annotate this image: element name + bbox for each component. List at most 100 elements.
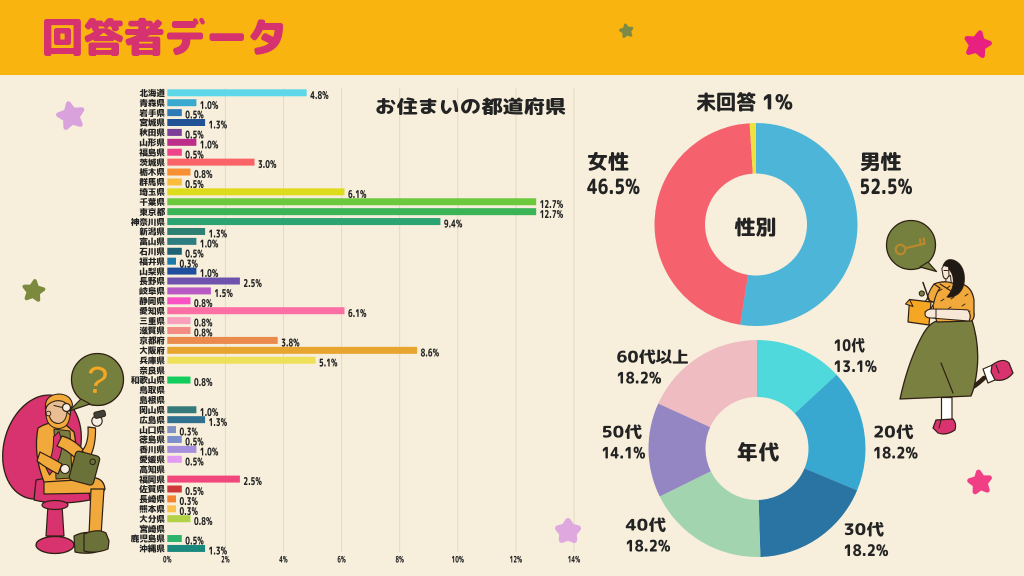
svg-text:1.3%: 1.3% bbox=[209, 118, 228, 133]
svg-text:群馬県: 群馬県 bbox=[138, 176, 165, 188]
svg-text:0.3%: 0.3% bbox=[180, 494, 199, 509]
svg-text:宮城県: 宮城県 bbox=[139, 117, 165, 129]
svg-text:0.5%: 0.5% bbox=[185, 108, 204, 123]
svg-text:10%: 10% bbox=[452, 553, 465, 566]
svg-text:18.2%: 18.2% bbox=[617, 368, 662, 390]
svg-text:1.3%: 1.3% bbox=[209, 415, 228, 430]
svg-text:広島県: 広島県 bbox=[139, 414, 165, 426]
svg-text:1.3%: 1.3% bbox=[209, 227, 228, 242]
svg-text:0.5%: 0.5% bbox=[185, 246, 204, 261]
svg-text:0.5%: 0.5% bbox=[185, 147, 204, 162]
svg-text:18.2%: 18.2% bbox=[873, 443, 918, 465]
svg-text:2.5%: 2.5% bbox=[243, 474, 262, 489]
svg-text:福岡県: 福岡県 bbox=[139, 473, 165, 485]
svg-text:長崎県: 長崎県 bbox=[139, 493, 165, 505]
svg-text:12%: 12% bbox=[510, 553, 523, 566]
svg-text:性別: 性別 bbox=[735, 212, 777, 242]
svg-text:1.0%: 1.0% bbox=[200, 445, 219, 460]
svg-text:兵庫県: 兵庫県 bbox=[139, 354, 165, 366]
svg-text:50代: 50代 bbox=[602, 422, 643, 444]
svg-text:高知県: 高知県 bbox=[139, 463, 165, 475]
svg-text:12.7%: 12.7% bbox=[540, 207, 564, 222]
svg-text:10代: 10代 bbox=[834, 335, 866, 357]
svg-text:5.1%: 5.1% bbox=[319, 355, 338, 370]
svg-text:奈良県: 奈良県 bbox=[139, 364, 165, 376]
svg-text:宮崎県: 宮崎県 bbox=[139, 523, 165, 535]
svg-text:大分県: 大分県 bbox=[139, 513, 165, 525]
svg-text:0.5%: 0.5% bbox=[185, 128, 204, 143]
svg-text:1.5%: 1.5% bbox=[214, 286, 233, 301]
svg-text:福井県: 福井県 bbox=[139, 255, 165, 267]
svg-text:新潟県: 新潟県 bbox=[138, 226, 165, 238]
svg-text:0.8%: 0.8% bbox=[194, 375, 213, 390]
svg-text:0.3%: 0.3% bbox=[180, 256, 199, 271]
svg-text:1.0%: 1.0% bbox=[200, 266, 219, 281]
svg-text:4.8%: 4.8% bbox=[310, 88, 329, 103]
svg-text:香川県: 香川県 bbox=[139, 444, 165, 456]
svg-text:52.5%: 52.5% bbox=[860, 171, 913, 201]
svg-text:島根県: 島根県 bbox=[139, 394, 165, 406]
svg-text:12.7%: 12.7% bbox=[540, 197, 564, 212]
svg-text:京都府: 京都府 bbox=[139, 335, 165, 347]
svg-text:和歌山県: 和歌山県 bbox=[131, 374, 166, 386]
svg-text:6%: 6% bbox=[337, 553, 346, 566]
svg-text:佐賀県: 佐賀県 bbox=[139, 483, 165, 495]
svg-text:回答者データ: 回答者データ bbox=[42, 9, 288, 66]
svg-text:18.2%: 18.2% bbox=[844, 540, 889, 562]
svg-text:1.3%: 1.3% bbox=[209, 544, 228, 559]
svg-text:長野県: 長野県 bbox=[139, 275, 165, 287]
svg-text:1.0%: 1.0% bbox=[200, 405, 219, 420]
svg-text:年代: 年代 bbox=[737, 437, 779, 467]
svg-text:0.3%: 0.3% bbox=[180, 504, 199, 519]
svg-text:18.2%: 18.2% bbox=[626, 536, 671, 558]
svg-text:山梨県: 山梨県 bbox=[139, 265, 165, 277]
svg-text:2%: 2% bbox=[221, 553, 230, 566]
svg-text:東京都: 東京都 bbox=[139, 206, 165, 218]
svg-text:神奈川県: 神奈川県 bbox=[131, 216, 166, 228]
svg-text:14%: 14% bbox=[568, 553, 581, 566]
svg-text:千葉県: 千葉県 bbox=[139, 196, 165, 208]
svg-text:8.6%: 8.6% bbox=[421, 345, 440, 360]
svg-text:岡山県: 岡山県 bbox=[139, 404, 165, 416]
svg-text:0.5%: 0.5% bbox=[185, 534, 204, 549]
svg-text:14.1%: 14.1% bbox=[602, 443, 646, 465]
svg-text:60代以上: 60代以上 bbox=[617, 347, 690, 369]
svg-text:愛媛県: 愛媛県 bbox=[139, 454, 165, 466]
svg-text:4%: 4% bbox=[279, 553, 288, 566]
svg-text:栃木県: 栃木県 bbox=[138, 166, 165, 178]
svg-text:山形県: 山形県 bbox=[139, 137, 165, 149]
svg-text:3.8%: 3.8% bbox=[281, 336, 300, 351]
svg-text:9.4%: 9.4% bbox=[444, 217, 463, 232]
svg-text:熊本県: 熊本県 bbox=[139, 503, 165, 515]
svg-text:0.5%: 0.5% bbox=[185, 484, 204, 499]
svg-text:13.1%: 13.1% bbox=[834, 356, 878, 378]
svg-text:3.0%: 3.0% bbox=[258, 157, 277, 172]
svg-text:0.8%: 0.8% bbox=[194, 326, 213, 341]
svg-text:沖縄県: 沖縄県 bbox=[139, 543, 165, 555]
svg-text:山口県: 山口県 bbox=[139, 424, 165, 436]
svg-text:1.0%: 1.0% bbox=[200, 137, 219, 152]
svg-text:未回答 1%: 未回答 1% bbox=[696, 87, 793, 117]
svg-text:福島県: 福島県 bbox=[139, 146, 165, 158]
svg-text:静岡県: 静岡県 bbox=[139, 295, 165, 307]
svg-text:茨城県: 茨城県 bbox=[139, 156, 165, 168]
svg-text:愛知県: 愛知県 bbox=[139, 305, 165, 317]
svg-text:滋賀県: 滋賀県 bbox=[139, 325, 165, 337]
svg-text:0.8%: 0.8% bbox=[194, 296, 213, 311]
svg-text:お住まいの都道府県: お住まいの都道府県 bbox=[375, 93, 566, 119]
svg-text:鹿児島県: 鹿児島県 bbox=[131, 533, 166, 545]
svg-text:石川県: 石川県 bbox=[139, 246, 165, 258]
svg-text:女性: 女性 bbox=[587, 146, 629, 176]
svg-text:岐阜県: 岐阜県 bbox=[139, 285, 165, 297]
svg-text:富山県: 富山県 bbox=[139, 236, 165, 248]
svg-text:大阪府: 大阪府 bbox=[139, 345, 165, 357]
svg-text:2.5%: 2.5% bbox=[243, 276, 262, 291]
svg-text:男性: 男性 bbox=[860, 146, 902, 176]
svg-text:三重県: 三重県 bbox=[139, 315, 165, 327]
svg-text:徳島県: 徳島県 bbox=[139, 434, 165, 446]
svg-text:6.1%: 6.1% bbox=[348, 306, 367, 321]
svg-text:8%: 8% bbox=[395, 553, 404, 566]
svg-text:0%: 0% bbox=[163, 553, 172, 566]
svg-text:30代: 30代 bbox=[844, 519, 885, 541]
svg-text:1.0%: 1.0% bbox=[200, 237, 219, 252]
